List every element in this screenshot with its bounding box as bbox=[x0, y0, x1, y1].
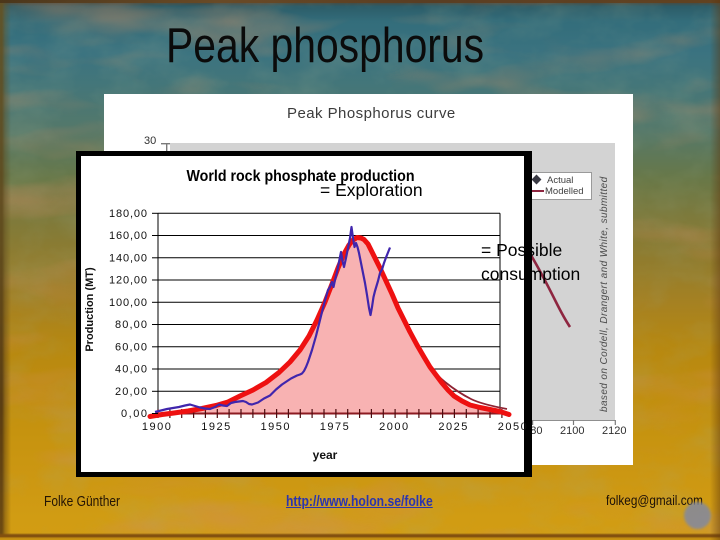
svg-text:0,00: 0,00 bbox=[121, 408, 147, 420]
svg-text:80,00: 80,00 bbox=[115, 319, 147, 331]
svg-text:1925: 1925 bbox=[201, 421, 230, 433]
svg-text:20,00: 20,00 bbox=[115, 386, 147, 398]
svg-text:140,00: 140,00 bbox=[109, 253, 147, 265]
svg-text:1950: 1950 bbox=[261, 421, 290, 433]
svg-text:2050: 2050 bbox=[498, 421, 527, 433]
svg-text:60,00: 60,00 bbox=[115, 342, 147, 354]
svg-text:2025: 2025 bbox=[438, 421, 467, 433]
svg-text:year: year bbox=[313, 448, 338, 462]
svg-text:1900: 1900 bbox=[142, 421, 171, 433]
svg-text:120,00: 120,00 bbox=[109, 275, 147, 287]
svg-text:180,00: 180,00 bbox=[109, 208, 147, 220]
svg-text:100,00: 100,00 bbox=[109, 297, 147, 309]
svg-text:2000: 2000 bbox=[379, 421, 408, 433]
svg-text:1975: 1975 bbox=[320, 421, 349, 433]
svg-text:Production (MT): Production (MT) bbox=[84, 267, 96, 352]
svg-text:160,00: 160,00 bbox=[109, 230, 147, 242]
svg-text:World rock phosphate productio: World rock phosphate production bbox=[187, 168, 415, 185]
svg-text:40,00: 40,00 bbox=[115, 364, 147, 376]
